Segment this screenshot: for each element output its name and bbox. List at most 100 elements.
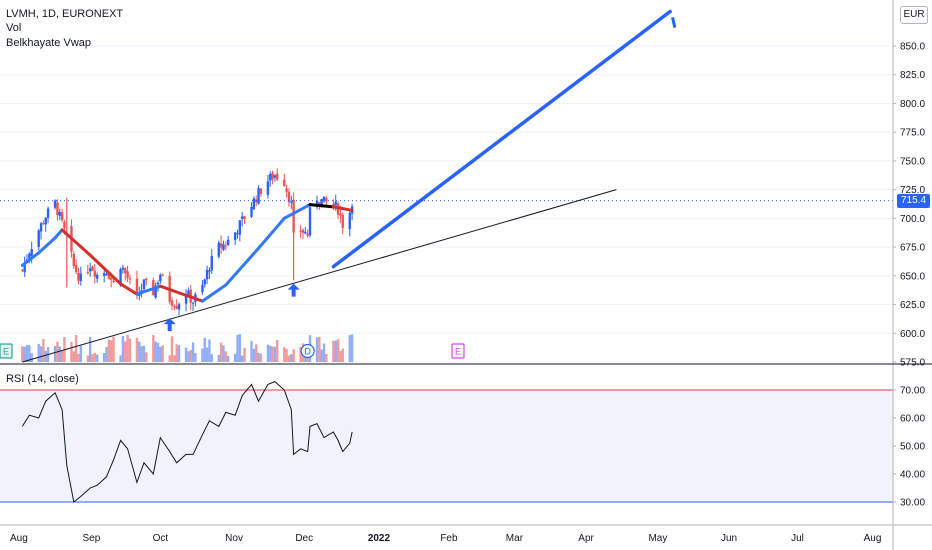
symbol-legend[interactable]: LVMH, 1D, EURONEXT [6,8,124,20]
candle-body[interactable] [201,284,204,293]
candle-body[interactable] [112,280,115,283]
candle-body[interactable] [95,274,99,279]
trendline[interactable] [22,189,617,363]
candle-body[interactable] [308,207,312,236]
candle-body[interactable] [287,191,291,203]
candle-body[interactable] [53,200,57,208]
drawings[interactable] [22,9,677,363]
candle-body[interactable] [21,269,24,271]
candles[interactable] [21,168,354,316]
candle-body[interactable] [173,306,176,308]
candle-body[interactable] [86,272,90,274]
candle-body[interactable] [39,223,43,232]
candle-body[interactable] [175,306,178,309]
candle-body[interactable] [142,279,146,290]
candle-body[interactable] [332,203,335,205]
candle-body[interactable] [210,256,213,271]
candle-body[interactable] [304,231,307,234]
candle-body[interactable] [301,229,305,233]
candle-body[interactable] [217,242,220,257]
candle-body[interactable] [23,263,26,273]
candle-body[interactable] [322,196,326,202]
candle-body[interactable] [79,273,83,281]
reversal-arrow-icon[interactable] [287,283,300,297]
candle-body[interactable] [42,223,45,225]
candle-body[interactable] [60,212,64,221]
candle-body[interactable] [283,179,286,187]
candle-body[interactable] [44,217,47,225]
candle-body[interactable] [208,270,211,272]
candle-body[interactable] [271,172,274,180]
candle-body[interactable] [110,278,113,280]
candle-body[interactable] [91,266,94,271]
candle-body[interactable] [46,208,50,218]
candle-body[interactable] [184,296,188,304]
candle-body[interactable] [222,244,225,250]
candle-body[interactable] [259,188,263,194]
candle-body[interactable] [318,202,321,204]
candle-body[interactable] [77,272,80,281]
projection-arrow[interactable] [331,9,672,269]
dividend-marker[interactable]: D [300,343,315,359]
candle-body[interactable] [224,245,228,247]
candle-body[interactable] [105,273,108,276]
candle-body[interactable] [315,200,319,207]
reversal-arrow-icon[interactable] [163,318,176,332]
candle-body[interactable] [56,202,59,216]
candle-body[interactable] [154,285,157,298]
earnings-marker[interactable]: E [0,343,13,359]
candle-body[interactable] [156,282,160,285]
candle-body[interactable] [107,274,111,280]
candle-body[interactable] [285,188,288,192]
candle-body[interactable] [233,232,237,240]
candle-body[interactable] [88,268,92,272]
candle-body[interactable] [138,294,141,296]
candle-body[interactable] [252,198,256,210]
candle-body[interactable] [299,230,302,232]
earnings-marker-future[interactable]: E [451,343,465,359]
rsi-legend[interactable]: RSI (14, close) [6,373,79,385]
candle-body[interactable] [236,233,239,235]
candle-body[interactable] [243,216,246,219]
candle-body[interactable] [266,181,270,195]
candle-body[interactable] [30,249,33,256]
candle-body[interactable] [72,253,75,266]
candle-body[interactable] [348,212,351,229]
candle-body[interactable] [159,274,162,282]
candle-body[interactable] [63,221,66,229]
candle-body[interactable] [269,174,272,181]
candle-body[interactable] [145,278,148,281]
candle-body[interactable] [205,269,209,280]
candle-body[interactable] [290,201,293,203]
volume-legend[interactable]: Vol [6,22,22,34]
candle-body[interactable] [177,304,181,310]
candle-body[interactable] [226,239,230,246]
candle-body[interactable] [93,270,97,277]
candle-body[interactable] [339,213,342,216]
rsi-line[interactable] [21,381,353,503]
candle-body[interactable] [135,278,139,295]
candle-body[interactable] [58,211,61,216]
candle-body[interactable] [124,268,127,274]
candle-body[interactable] [121,267,125,270]
candle-body[interactable] [238,220,242,235]
candle-body[interactable] [320,198,323,207]
candle-body[interactable] [219,243,223,248]
candle-body[interactable] [74,265,78,273]
candle-body[interactable] [341,214,344,228]
candle-body[interactable] [119,269,122,285]
candle-body[interactable] [203,279,206,285]
candle-body[interactable] [273,175,277,178]
candle-body[interactable] [102,272,106,276]
candle-body[interactable] [170,300,174,306]
vwap-legend[interactable]: Belkhayate Vwap [6,37,91,49]
candle-body[interactable] [325,198,328,202]
candle-body[interactable] [306,233,309,236]
candle-body[interactable] [191,302,195,304]
candle-body[interactable] [250,206,253,217]
candle-body[interactable] [276,173,279,180]
candle-body[interactable] [161,274,164,276]
candle-body[interactable] [187,290,190,295]
